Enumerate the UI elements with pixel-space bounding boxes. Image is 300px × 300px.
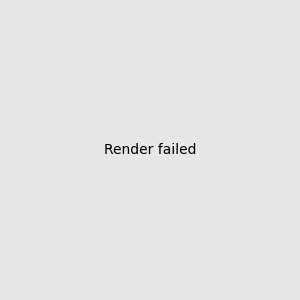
Text: Render failed: Render failed <box>104 143 196 157</box>
